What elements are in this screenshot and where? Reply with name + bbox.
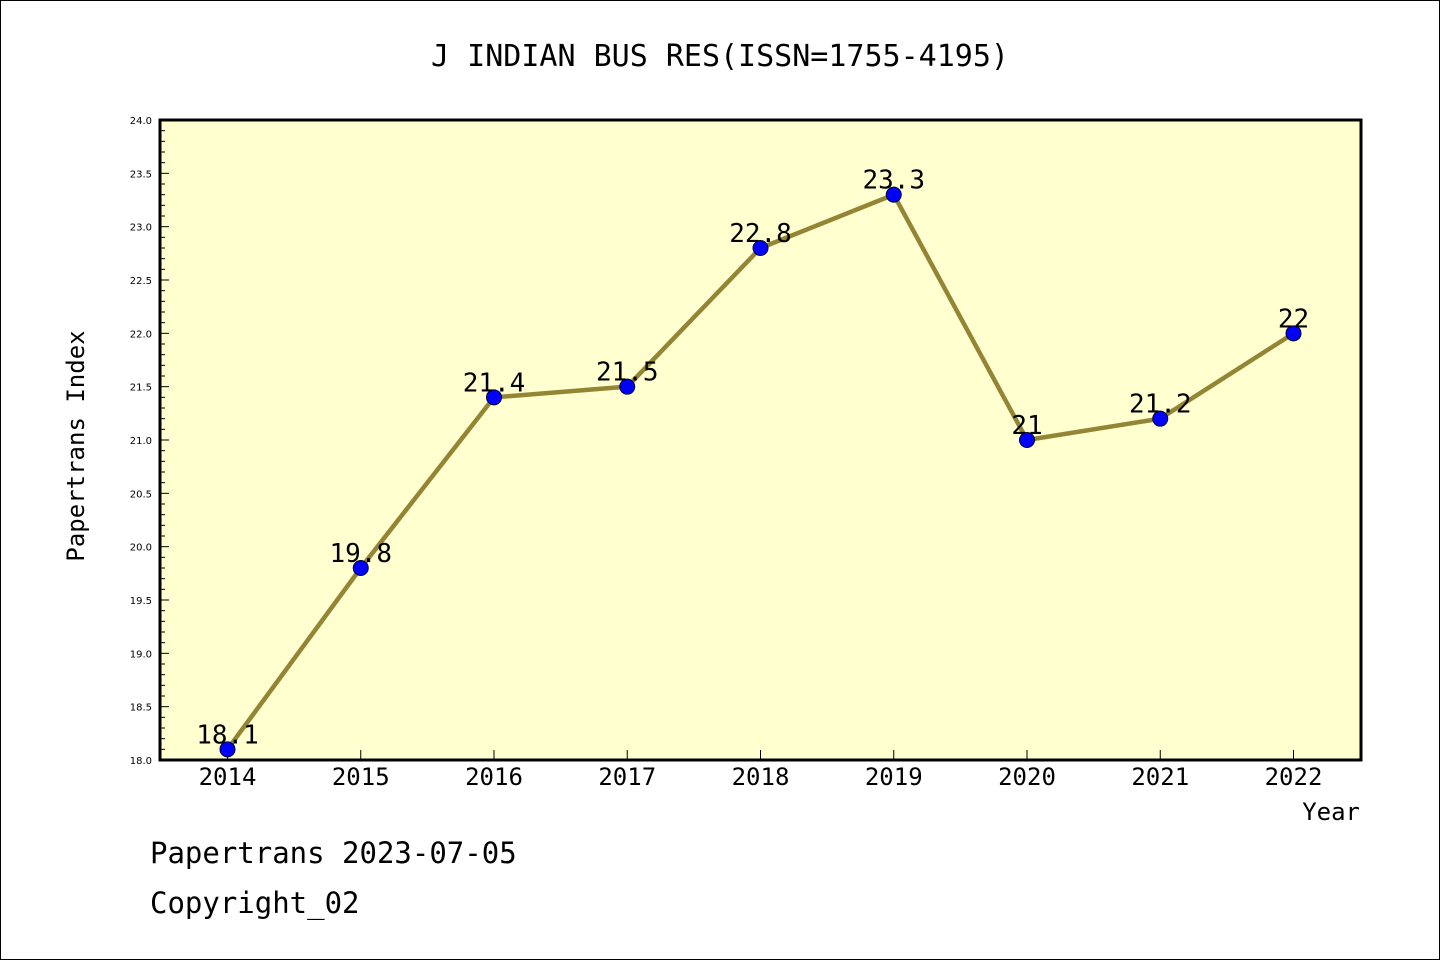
chart-title: J INDIAN BUS RES(ISSN=1755-4195) [431,39,1009,74]
data-label: 22.8 [729,219,792,249]
y-tick-label: 22.5 [130,276,152,287]
data-point [885,186,902,203]
y-axis-label: Papertrans Index [62,330,90,561]
x-tick-label: 2016 [465,763,523,791]
data-label: 21.5 [596,358,659,388]
y-tick-label: 21.0 [130,436,152,447]
x-tick-label: 2022 [1265,763,1323,791]
y-tick-label: 18.0 [130,756,152,767]
x-tick-label: 2021 [1131,763,1189,791]
data-point [1285,325,1302,342]
data-point [1152,410,1169,427]
data-label: 21 [1011,411,1042,441]
plot-area [160,120,1361,760]
y-tick-label: 23.5 [130,169,152,180]
x-axis-ticks: 2014 2015 2016 2017 2018 2019 2020 2021 2022 [199,750,1323,791]
data-label: 21.4 [463,368,526,398]
y-tick-label: 21.5 [130,383,152,394]
data-point [352,560,369,576]
data-label: 21.2 [1129,390,1192,420]
x-tick-label: 2019 [865,763,923,791]
y-tick-label: 20.5 [130,489,152,500]
data-labels-group: 18.1 19.8 21.4 21.5 22.8 23.3 21 21.2 22 [196,166,1309,751]
x-tick-label: 2020 [998,763,1056,791]
y-tick-label: 23.0 [130,223,152,234]
footer-copyright: Copyright_02 [150,886,360,920]
y-tick-label: 18.5 [130,703,152,714]
y-tick-label: 24.0 [130,116,152,127]
data-label: 18.1 [196,720,259,750]
x-tick-label: 2015 [332,763,390,791]
y-tick-label: 19.5 [130,596,152,607]
y-tick-label: 22.0 [130,329,152,340]
data-label: 22 [1278,304,1309,334]
y-tick-label: 19.0 [130,649,152,660]
data-label: 19.8 [329,539,392,569]
x-tick-label: 2017 [598,763,656,791]
data-label: 23.3 [862,166,925,196]
data-point [486,389,502,406]
x-axis-label: Year [1302,798,1360,826]
data-point [219,741,236,758]
footer-date: Papertrans 2023-07-05 [150,836,517,870]
data-point [619,378,636,395]
plot-border [158,118,1363,762]
data-point [752,240,769,256]
data-point [1019,432,1035,448]
x-tick-label: 2014 [199,763,257,791]
y-tick-label: 20.0 [130,543,152,554]
markers-group [219,186,1302,758]
x-tick-label: 2018 [732,763,790,791]
